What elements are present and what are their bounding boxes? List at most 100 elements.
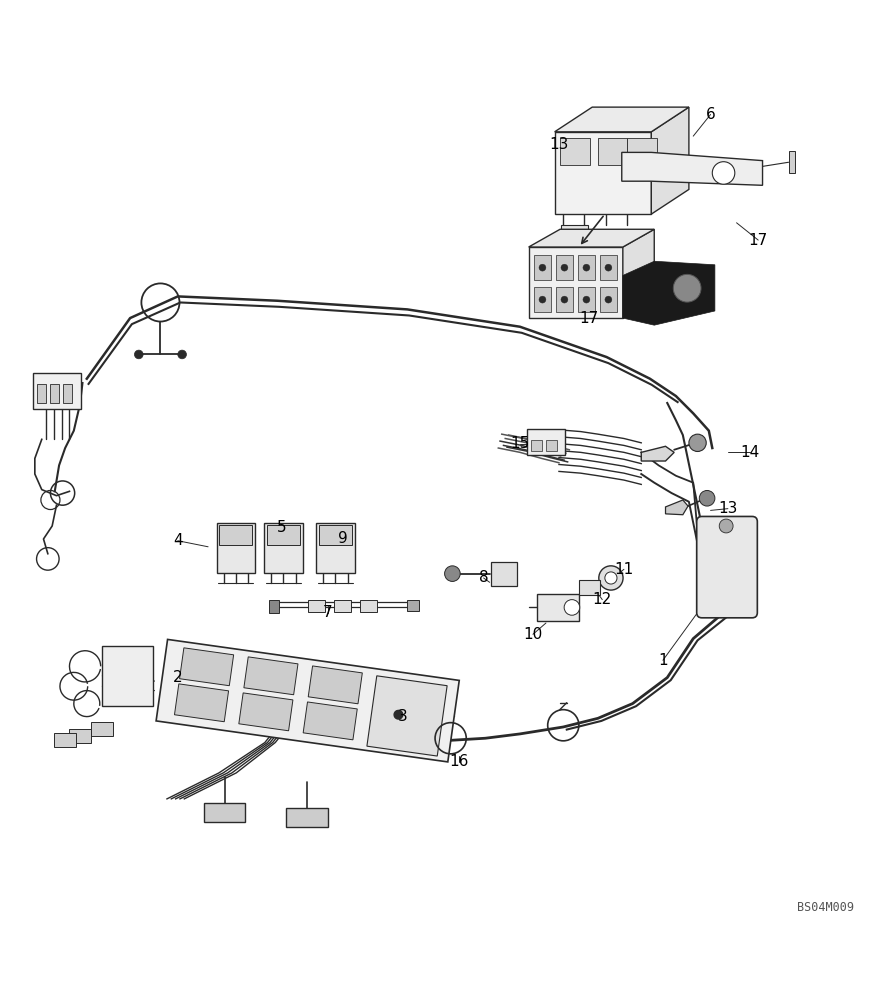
FancyBboxPatch shape (492, 562, 517, 586)
FancyBboxPatch shape (367, 676, 447, 756)
Circle shape (134, 350, 143, 359)
Circle shape (566, 226, 583, 244)
FancyBboxPatch shape (316, 523, 354, 573)
FancyBboxPatch shape (103, 646, 153, 706)
Circle shape (605, 264, 612, 271)
FancyBboxPatch shape (789, 151, 796, 173)
FancyBboxPatch shape (37, 384, 46, 403)
FancyBboxPatch shape (269, 600, 279, 613)
Text: 12: 12 (592, 592, 612, 607)
FancyBboxPatch shape (408, 600, 420, 611)
Circle shape (561, 264, 568, 271)
Text: 7: 7 (323, 605, 332, 620)
Text: 3: 3 (398, 709, 408, 724)
FancyBboxPatch shape (627, 138, 657, 165)
Circle shape (445, 566, 461, 581)
Circle shape (605, 572, 617, 584)
FancyBboxPatch shape (560, 138, 590, 165)
FancyBboxPatch shape (334, 600, 351, 612)
FancyBboxPatch shape (537, 594, 579, 621)
FancyBboxPatch shape (599, 287, 617, 312)
Polygon shape (621, 152, 763, 185)
FancyBboxPatch shape (534, 287, 552, 312)
Text: 1: 1 (658, 653, 667, 668)
FancyBboxPatch shape (309, 666, 362, 704)
FancyBboxPatch shape (174, 684, 229, 722)
FancyBboxPatch shape (598, 138, 627, 165)
FancyBboxPatch shape (267, 525, 300, 545)
Circle shape (394, 710, 403, 719)
Text: 15: 15 (510, 436, 530, 451)
Text: 13: 13 (549, 137, 568, 152)
Text: 6: 6 (705, 107, 715, 122)
FancyBboxPatch shape (319, 525, 352, 545)
FancyBboxPatch shape (697, 516, 758, 618)
FancyBboxPatch shape (91, 722, 113, 736)
Text: 17: 17 (749, 233, 768, 248)
Circle shape (699, 490, 715, 506)
Circle shape (674, 274, 701, 302)
FancyBboxPatch shape (239, 693, 293, 731)
Circle shape (689, 434, 706, 451)
FancyBboxPatch shape (33, 373, 80, 409)
Polygon shape (623, 261, 715, 325)
FancyBboxPatch shape (264, 523, 302, 573)
Circle shape (564, 600, 580, 615)
FancyBboxPatch shape (244, 657, 298, 695)
FancyBboxPatch shape (219, 525, 252, 545)
FancyBboxPatch shape (577, 287, 595, 312)
Text: 11: 11 (614, 562, 634, 577)
FancyBboxPatch shape (54, 733, 75, 747)
FancyBboxPatch shape (556, 287, 573, 312)
FancyBboxPatch shape (308, 600, 325, 612)
Polygon shape (641, 446, 674, 461)
Text: 5: 5 (277, 520, 286, 535)
FancyBboxPatch shape (579, 580, 599, 595)
FancyBboxPatch shape (546, 440, 557, 451)
Polygon shape (623, 229, 654, 318)
Polygon shape (554, 132, 652, 214)
Text: 9: 9 (339, 531, 348, 546)
Circle shape (583, 296, 590, 303)
Text: 16: 16 (450, 754, 469, 769)
FancyBboxPatch shape (556, 255, 573, 280)
Text: 17: 17 (580, 311, 598, 326)
FancyBboxPatch shape (286, 808, 328, 827)
FancyBboxPatch shape (303, 702, 357, 740)
FancyBboxPatch shape (70, 729, 91, 743)
Circle shape (720, 519, 733, 533)
Text: 10: 10 (523, 627, 543, 642)
Circle shape (605, 296, 612, 303)
Polygon shape (666, 500, 688, 515)
FancyBboxPatch shape (217, 523, 255, 573)
FancyBboxPatch shape (599, 255, 617, 280)
FancyBboxPatch shape (64, 384, 72, 403)
Text: 4: 4 (173, 533, 183, 548)
Circle shape (539, 264, 546, 271)
Polygon shape (554, 107, 689, 132)
FancyBboxPatch shape (156, 639, 460, 762)
FancyBboxPatch shape (534, 255, 552, 280)
Polygon shape (652, 107, 689, 214)
Text: 2: 2 (173, 670, 183, 685)
FancyBboxPatch shape (531, 440, 543, 451)
Circle shape (561, 296, 568, 303)
Polygon shape (561, 225, 588, 244)
Circle shape (178, 350, 187, 359)
FancyBboxPatch shape (360, 600, 377, 612)
Circle shape (539, 296, 546, 303)
Circle shape (713, 162, 735, 184)
Text: 13: 13 (718, 501, 737, 516)
FancyBboxPatch shape (527, 429, 565, 455)
Circle shape (598, 566, 623, 590)
Text: BS04M009: BS04M009 (796, 901, 854, 914)
Polygon shape (529, 229, 654, 247)
Text: 8: 8 (479, 570, 488, 585)
FancyBboxPatch shape (203, 803, 246, 822)
FancyBboxPatch shape (179, 648, 233, 686)
Circle shape (583, 264, 590, 271)
Polygon shape (529, 247, 623, 318)
FancyBboxPatch shape (577, 255, 595, 280)
FancyBboxPatch shape (50, 384, 59, 403)
Text: 14: 14 (740, 445, 759, 460)
